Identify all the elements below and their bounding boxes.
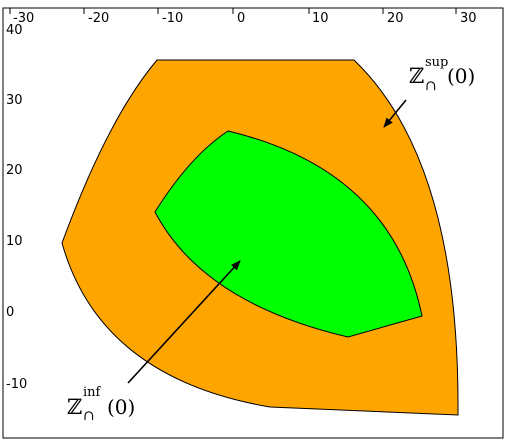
- inf-arrow: [127, 260, 241, 384]
- x-axis: [9, 8, 457, 14]
- y-tick-label: 0: [6, 305, 14, 320]
- inf-superscript: inf: [83, 385, 102, 400]
- inf-annotation: ℤ ∩ inf (0): [67, 385, 135, 424]
- x-tick-labels: -30 -20 -10 0 10 20 30: [13, 11, 477, 26]
- inf-subscript: ∩: [83, 408, 95, 424]
- x-tick-label: -10: [162, 11, 183, 26]
- sup-symbol: ℤ: [409, 64, 424, 88]
- x-tick-label: -20: [88, 11, 109, 26]
- sup-subscript: ∩: [425, 78, 437, 94]
- x-tick-label: 30: [460, 11, 477, 26]
- y-tick-label: -10: [6, 377, 27, 392]
- y-tick-label: 10: [6, 234, 23, 249]
- y-tick-label: 20: [6, 163, 23, 178]
- inf-label: ℤ: [67, 395, 82, 419]
- x-tick-label: 0: [237, 11, 245, 26]
- inf-symbol: ℤ: [67, 395, 82, 419]
- sup-annotation: ℤ ∩ sup (0): [409, 55, 475, 94]
- sup-superscript: sup: [425, 55, 448, 70]
- y-tick-label: 30: [6, 93, 23, 108]
- sup-arrow: [383, 99, 407, 128]
- sup-argument: (0): [447, 64, 475, 88]
- y-tick-labels: 40 30 20 10 0 -10: [6, 23, 27, 392]
- sup-label: ℤ: [409, 64, 424, 88]
- inf-argument: (0): [107, 395, 135, 419]
- x-tick-label: 20: [387, 11, 404, 26]
- x-tick-label: -30: [13, 11, 34, 26]
- y-tick-label: 40: [6, 23, 23, 38]
- inner-region-inf: [154, 130, 423, 338]
- x-tick-label: 10: [312, 11, 329, 26]
